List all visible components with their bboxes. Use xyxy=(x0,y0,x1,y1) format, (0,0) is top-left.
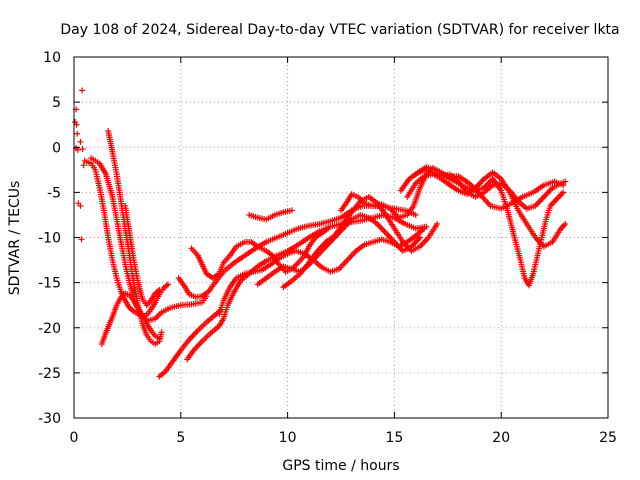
data-point-marker xyxy=(562,220,569,227)
data-point-marker xyxy=(77,202,84,209)
data-point-marker xyxy=(80,162,87,169)
series-arc-d xyxy=(98,290,163,347)
data-point-marker xyxy=(77,138,84,145)
x-tick-labels: 0 5 10 15 20 25 xyxy=(70,430,617,446)
y-tick-label: -5 xyxy=(47,185,61,201)
series-arc-e xyxy=(122,202,163,309)
y-tick-labels: -30 -25 -20 -15 -10 -5 0 5 10 xyxy=(38,50,61,427)
data-point-marker xyxy=(560,189,567,196)
x-tick-label: 5 xyxy=(176,430,185,446)
grid-lines xyxy=(74,57,608,418)
data-point-marker xyxy=(158,329,165,336)
x-tick-label: 20 xyxy=(492,430,510,446)
x-tick-label: 10 xyxy=(279,430,297,446)
y-tick-label: 10 xyxy=(43,50,61,66)
series-arc-j xyxy=(246,207,295,223)
y-axis-label: SDTVAR / TECUs xyxy=(7,181,23,296)
data-point-marker xyxy=(417,234,424,241)
data-point-marker xyxy=(156,335,163,342)
x-tick-label: 25 xyxy=(599,430,617,446)
series-arc-a xyxy=(81,157,171,320)
data-point-marker xyxy=(412,211,419,218)
data-markers xyxy=(72,87,569,380)
data-point-marker xyxy=(156,286,163,293)
data-point-marker xyxy=(79,146,86,153)
data-point-marker xyxy=(421,225,428,232)
data-point-marker xyxy=(560,182,567,189)
data-point-marker xyxy=(73,121,80,128)
data-point-marker xyxy=(74,130,81,137)
x-tick-label: 0 xyxy=(70,430,79,446)
x-tick-label: 15 xyxy=(385,430,403,446)
data-point-marker xyxy=(325,225,332,232)
y-tick-label: -30 xyxy=(38,411,61,427)
data-point-marker xyxy=(562,178,569,185)
data-point-marker xyxy=(164,281,171,288)
x-axis-label: GPS time / hours xyxy=(282,458,399,474)
y-tick-label: 5 xyxy=(52,95,61,111)
y-tick-label: -20 xyxy=(38,321,61,337)
axis-ticks xyxy=(73,56,609,419)
series-arc-c xyxy=(105,128,165,347)
data-point-marker xyxy=(434,220,441,227)
series-arc-q xyxy=(397,164,567,212)
y-tick-label: 0 xyxy=(52,140,61,156)
y-tick-label: -10 xyxy=(38,231,61,247)
chart-title: Day 108 of 2024, Sidereal Day-to-day VTE… xyxy=(60,22,619,38)
y-tick-label: -15 xyxy=(38,276,61,292)
y-tick-label: -25 xyxy=(38,366,61,382)
data-point-marker xyxy=(79,87,86,94)
data-point-marker xyxy=(78,236,85,243)
data-point-marker xyxy=(288,207,295,214)
